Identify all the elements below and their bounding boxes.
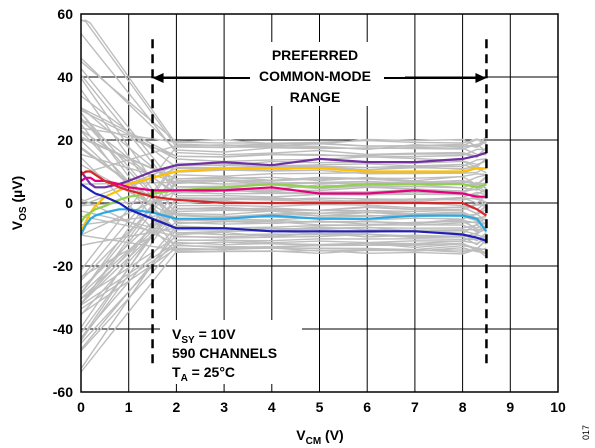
channel-trace-highlighted bbox=[80, 208, 488, 236]
range-label-line-3: RANGE bbox=[290, 89, 341, 105]
channel-trace-gray bbox=[80, 238, 487, 306]
channel-trace-gray bbox=[80, 33, 487, 157]
x-tick-label: 5 bbox=[316, 399, 324, 415]
range-arrow-right-head bbox=[475, 73, 487, 83]
channel-trace-gray bbox=[80, 174, 487, 305]
x-tick-labels: 0 1 2 3 4 5 6 7 8 9 10 bbox=[77, 399, 566, 415]
preferred-range-markers bbox=[151, 39, 488, 367]
x-tick-label: 0 bbox=[77, 399, 85, 415]
figure-id: 017 bbox=[581, 425, 591, 440]
y-tick-label: -20 bbox=[53, 258, 73, 274]
condition-temperature: TA = 25°C bbox=[172, 364, 235, 384]
channel-trace-gray bbox=[80, 157, 487, 258]
channel-trace-gray bbox=[80, 205, 487, 316]
channel-trace-gray bbox=[80, 61, 487, 148]
x-tick-label: 1 bbox=[125, 399, 133, 415]
channel-trace-gray bbox=[80, 57, 487, 153]
channel-trace-gray bbox=[80, 109, 487, 166]
channel-trace-highlighted bbox=[80, 167, 487, 232]
channel-trace-highlighted bbox=[80, 183, 487, 242]
channel-trace-gray bbox=[80, 203, 487, 296]
x-tick-label: 7 bbox=[411, 399, 419, 415]
plot-frame bbox=[80, 13, 559, 393]
y-tick-labels: -60 -40 -20 0 20 40 60 bbox=[53, 6, 73, 400]
y-tick-label: -40 bbox=[53, 321, 73, 337]
channel-trace-gray bbox=[80, 68, 487, 191]
channel-trace-gray bbox=[80, 130, 487, 236]
highlighted-channel-traces bbox=[80, 151, 488, 242]
channel-trace-gray bbox=[80, 157, 487, 294]
channel-trace-gray bbox=[80, 244, 487, 315]
range-arrows bbox=[152, 73, 487, 83]
condition-channels: 590 CHANNELS bbox=[172, 345, 277, 361]
x-tick-label: 6 bbox=[363, 399, 371, 415]
channel-trace-highlighted bbox=[80, 151, 487, 189]
channel-trace-gray bbox=[80, 117, 487, 229]
channel-trace-gray bbox=[80, 19, 487, 151]
channel-trace-gray bbox=[80, 209, 487, 305]
y-tick-label: 20 bbox=[57, 132, 73, 148]
channel-trace-gray bbox=[80, 228, 487, 350]
x-axis-label: VCM (V) bbox=[296, 427, 343, 447]
range-label-line-1: PREFERRED bbox=[272, 47, 358, 63]
channel-trace-highlighted bbox=[80, 176, 487, 198]
y-tick-label: 0 bbox=[65, 195, 73, 211]
channel-trace-gray bbox=[80, 120, 487, 198]
x-tick-label: 3 bbox=[220, 399, 228, 415]
range-arrow-left-head bbox=[152, 73, 164, 83]
channel-trace-gray bbox=[80, 140, 487, 233]
y-tick-label: 40 bbox=[57, 69, 73, 85]
y-axis-label: VOS (µV) bbox=[9, 176, 29, 230]
channel-trace-gray bbox=[80, 180, 487, 281]
channel-trace-gray bbox=[80, 234, 487, 344]
channel-trace-gray bbox=[80, 224, 487, 339]
x-tick-label: 4 bbox=[268, 399, 276, 415]
range-label-box bbox=[225, 42, 405, 106]
range-label-line-2: COMMON-MODE bbox=[259, 68, 371, 84]
x-tick-label: 2 bbox=[173, 399, 181, 415]
x-tick-label: 10 bbox=[550, 399, 566, 415]
x-tick-label: 9 bbox=[506, 399, 514, 415]
condition-supply: VSY = 10V bbox=[172, 326, 236, 346]
channel-trace-gray bbox=[80, 239, 487, 352]
channel-trace-gray bbox=[80, 107, 487, 158]
channel-trace-highlighted bbox=[80, 170, 488, 217]
channel-trace-gray bbox=[80, 129, 487, 200]
conditions-box bbox=[160, 320, 302, 384]
y-tick-label: -60 bbox=[53, 384, 73, 400]
channel-trace-gray bbox=[80, 166, 487, 207]
x-tick-label: 8 bbox=[459, 399, 467, 415]
y-tick-label: 60 bbox=[57, 6, 73, 22]
